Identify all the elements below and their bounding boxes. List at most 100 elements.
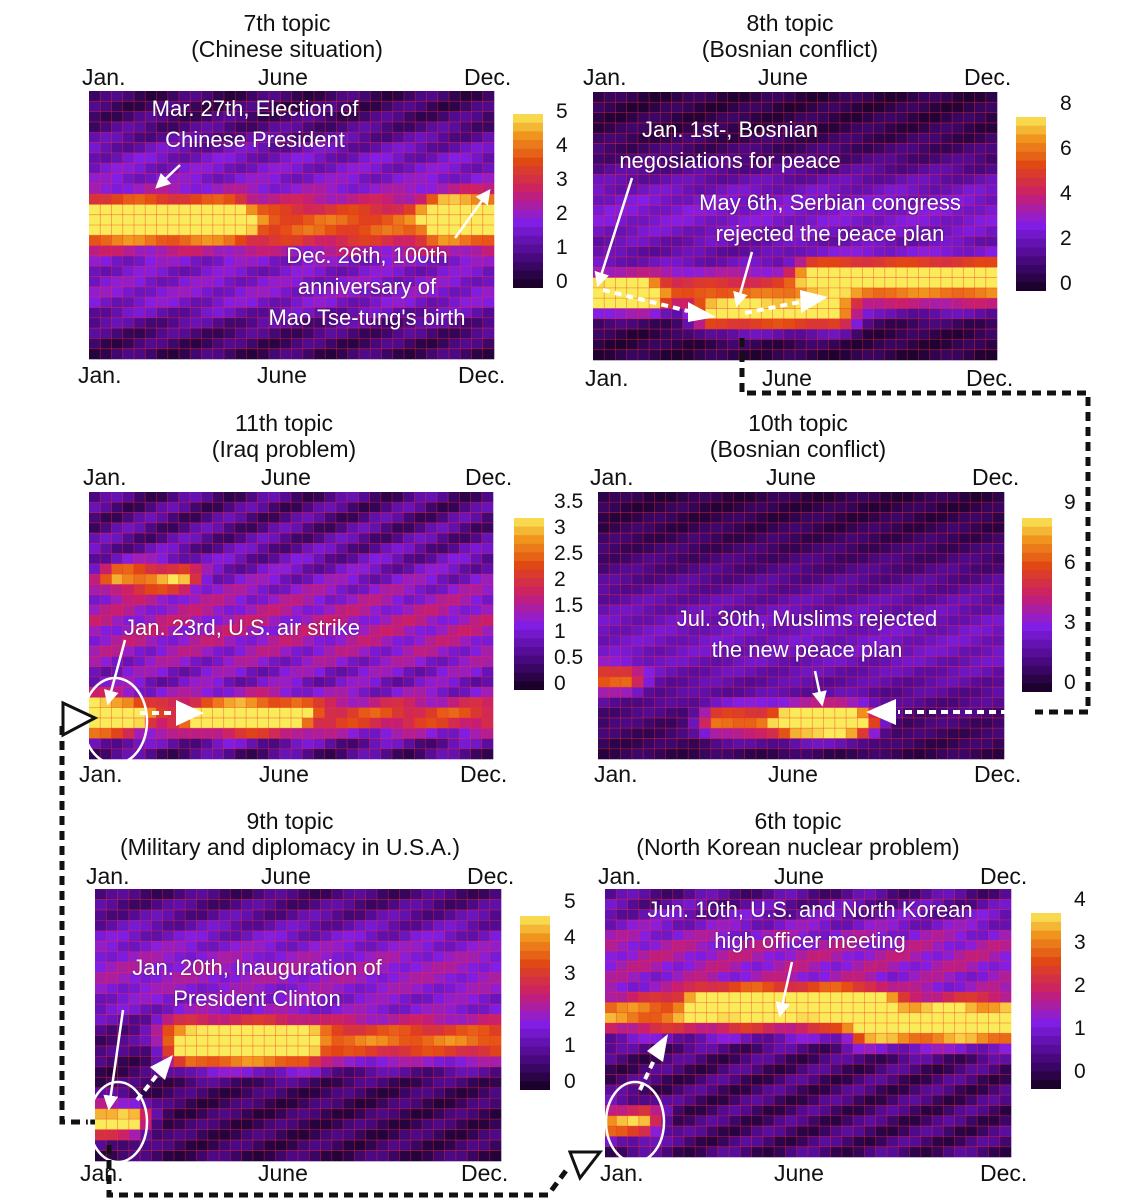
- heatmap-cell: [347, 286, 360, 298]
- heatmap-cell: [358, 615, 370, 626]
- heatmap-cell: [302, 121, 315, 133]
- heatmap-cell: [257, 101, 270, 112]
- heatmap-cell: [801, 687, 813, 698]
- heatmap-cell: [936, 533, 948, 544]
- heatmap-cell: [162, 972, 175, 984]
- heatmap-cell: [918, 267, 930, 278]
- heatmap-cell: [660, 195, 672, 206]
- heatmap-cell: [343, 889, 355, 900]
- heatmap-cell: [727, 102, 740, 113]
- heatmap-cell: [444, 1056, 457, 1068]
- heatmap-cell: [392, 604, 404, 616]
- heatmap-cell: [929, 277, 942, 289]
- heatmap-cell: [128, 962, 141, 973]
- heatmap-cell: [140, 941, 152, 953]
- heatmap-cell: [156, 225, 169, 236]
- heatmap-cell: [179, 101, 191, 112]
- heatmap-cell: [111, 183, 124, 195]
- heatmap-cell: [767, 533, 779, 544]
- heatmap-cell: [884, 339, 897, 350]
- heatmap-cell: [795, 195, 807, 206]
- heatmap-cell: [336, 194, 349, 205]
- heatmap-cell: [688, 635, 700, 647]
- heatmap-cell: [936, 717, 948, 729]
- heatmap-cell: [868, 687, 881, 698]
- heatmap-cell: [489, 899, 502, 911]
- heatmap-cell: [331, 951, 344, 963]
- heatmap-cell: [654, 584, 666, 595]
- heatmap-cell: [235, 307, 247, 319]
- heatmap-cell: [772, 287, 785, 299]
- heatmap-cell: [839, 153, 852, 165]
- heatmap-cell: [354, 1108, 366, 1120]
- heatmap-cell: [637, 215, 650, 227]
- heatmap-cell: [376, 1119, 389, 1130]
- heatmap-cell: [414, 512, 426, 524]
- heatmap-cell: [958, 553, 971, 565]
- heatmap-cell: [89, 121, 101, 133]
- heatmap-cell: [637, 122, 650, 134]
- heatmap-cell: [604, 184, 616, 196]
- heatmap-cell: [940, 153, 953, 165]
- heatmap-cell: [331, 1108, 344, 1120]
- heatmap-cell: [410, 1025, 423, 1036]
- heatmap-cell: [795, 143, 807, 155]
- heatmap-cell: [733, 553, 745, 565]
- heatmap-cell: [992, 502, 1005, 513]
- top-month-label: Jan.: [82, 64, 126, 90]
- heatmap-cell: [974, 164, 987, 175]
- heatmap-cell: [95, 1066, 107, 1078]
- colorbar-step: [1022, 683, 1052, 692]
- heatmap-cell: [620, 635, 633, 647]
- heatmap-cell: [460, 276, 472, 288]
- heatmap-cell: [660, 349, 672, 361]
- heatmap-cell: [449, 348, 461, 360]
- heatmap-cell: [654, 502, 666, 513]
- heatmap-cell: [313, 615, 325, 626]
- heatmap-cell: [201, 574, 213, 585]
- heatmap-cell: [481, 697, 494, 708]
- heatmap-cell: [857, 553, 869, 565]
- heatmap-cell: [279, 615, 292, 626]
- heatmap-cell: [185, 972, 197, 984]
- heatmap-cell: [631, 635, 644, 647]
- heatmap-cell: [699, 522, 712, 534]
- heatmap-cell: [179, 163, 191, 174]
- heatmap-cell: [925, 512, 937, 524]
- heatmap-cell: [156, 615, 168, 626]
- heatmap-cell: [444, 930, 457, 942]
- heatmap-cell: [449, 255, 461, 267]
- heatmap-cell: [354, 889, 366, 900]
- heatmap-cell: [156, 214, 169, 226]
- heatmap-cell: [354, 909, 366, 921]
- heatmap-cell: [95, 972, 107, 984]
- heatmap-cell: [145, 646, 157, 657]
- heatmap-cell: [812, 584, 824, 595]
- heatmap-cell: [839, 318, 852, 330]
- heatmap-cell: [761, 122, 773, 134]
- heatmap-cell: [234, 646, 247, 657]
- heatmap-cell: [981, 604, 994, 616]
- heatmap-cell: [733, 625, 745, 637]
- heatmap-cell: [448, 522, 460, 534]
- heatmap-cell: [884, 215, 897, 227]
- heatmap-cell: [970, 687, 982, 698]
- heatmap-cell: [710, 615, 723, 626]
- heatmap-cell: [145, 286, 157, 298]
- heatmap-cell: [795, 205, 807, 216]
- heatmap-cell: [626, 195, 639, 206]
- heatmap-cell: [95, 1108, 107, 1120]
- heatmap-cell: [643, 604, 655, 616]
- heatmap-cell: [358, 687, 370, 698]
- bottom-month-label: Jan.: [594, 761, 638, 787]
- heatmap-cell: [868, 563, 881, 575]
- heatmap-cell: [806, 133, 818, 144]
- heatmap-cell: [414, 687, 426, 698]
- heatmap-cell: [868, 533, 881, 544]
- heatmap-cell: [100, 522, 112, 534]
- heatmap-cell: [106, 1098, 118, 1109]
- heatmap-cell: [275, 983, 288, 994]
- heatmap-cell: [369, 574, 382, 585]
- heatmap-cell: [95, 909, 107, 921]
- heatmap-cell: [654, 635, 666, 647]
